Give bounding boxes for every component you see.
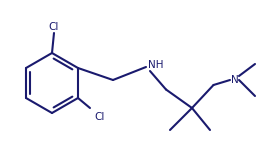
Text: Cl: Cl [49,22,59,32]
Text: Cl: Cl [94,112,104,122]
Text: N: N [231,75,239,85]
Text: NH: NH [148,60,164,70]
